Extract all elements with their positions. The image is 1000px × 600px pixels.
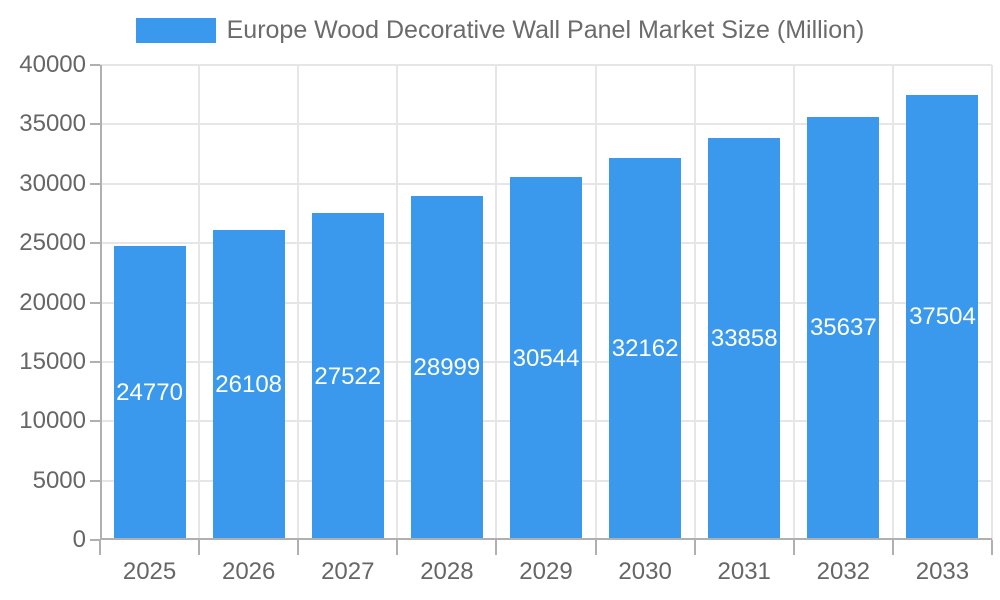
x-gridline xyxy=(594,65,597,540)
x-gridline xyxy=(495,65,498,540)
bar-value-label: 26108 xyxy=(215,370,283,398)
bar-value-label: 27522 xyxy=(314,362,382,390)
x-axis-tick-label: 2032 xyxy=(816,558,871,585)
y-axis-line xyxy=(100,65,102,540)
bar-value-label: 24770 xyxy=(116,378,183,406)
bar-2032[interactable]: 35637 xyxy=(807,116,880,540)
x-gridline xyxy=(198,65,201,540)
x-gridline xyxy=(693,65,696,540)
y-tick-mark xyxy=(90,64,100,66)
x-tick-mark xyxy=(594,540,597,555)
bar-value-label: 35637 xyxy=(809,314,877,342)
chart-legend[interactable]: Europe Wood Decorative Wall Panel Market… xyxy=(0,16,1000,45)
bar-2029[interactable]: 30544 xyxy=(510,177,582,540)
bar-2028[interactable]: 28999 xyxy=(410,195,483,540)
y-tick-mark xyxy=(90,123,100,126)
y-axis-tick-label: 0 xyxy=(72,526,86,553)
x-tick-mark xyxy=(891,540,894,555)
y-axis-tick-label: 20000 xyxy=(19,288,86,316)
y-tick-mark xyxy=(90,479,100,482)
y-axis-tick-label: 15000 xyxy=(19,347,86,375)
chart-title[interactable]: Europe Wood Decorative Wall Panel Market… xyxy=(226,16,865,44)
y-axis-tick-label: 10000 xyxy=(19,407,86,435)
bar-value-label: 32162 xyxy=(611,335,679,363)
y-tick-mark xyxy=(90,242,100,245)
x-gridline xyxy=(297,65,300,540)
y-tick-mark xyxy=(90,301,100,304)
x-tick-mark xyxy=(991,540,993,555)
plot-area: 0 5000 10000 15000 20000 25000 30000 35000 40000… xyxy=(19,52,993,585)
bar-value-label: 30544 xyxy=(512,344,580,372)
y-axis-tick-label: 25000 xyxy=(19,229,86,257)
bar-value-label: 37504 xyxy=(909,303,976,331)
x-axis-tick-label: 2027 xyxy=(321,558,375,585)
x-tick-mark xyxy=(495,540,498,555)
x-tick-mark xyxy=(396,540,399,555)
y-axis-tick-label: 40000 xyxy=(19,51,86,78)
x-tick-mark xyxy=(297,540,300,555)
x-axis-tick-label: 2028 xyxy=(420,558,474,585)
bar-2030[interactable]: 32162 xyxy=(609,158,682,540)
bar-2026[interactable]: 26108 xyxy=(212,229,285,540)
x-gridline xyxy=(991,65,993,540)
bar-2031[interactable]: 33858 xyxy=(708,137,781,540)
x-axis-tick-label: 2025 xyxy=(122,558,177,585)
x-gridline xyxy=(792,65,795,540)
y-tick-mark xyxy=(90,539,100,541)
x-axis-line xyxy=(100,538,992,540)
x-axis-tick-label: 2031 xyxy=(717,558,771,585)
x-axis-tick-label: 2026 xyxy=(221,558,276,585)
bar-2033[interactable]: 37504 xyxy=(906,94,979,540)
x-axis-tick-label: 2033 xyxy=(915,558,970,585)
y-tick-mark xyxy=(90,360,100,363)
y-gridline xyxy=(100,123,992,126)
bar-value-label: 28999 xyxy=(413,353,481,381)
legend-swatch[interactable] xyxy=(135,18,216,43)
x-axis-tick-label: 2029 xyxy=(519,558,573,585)
x-tick-mark xyxy=(792,540,795,555)
y-axis-tick-label: 30000 xyxy=(19,169,86,197)
x-tick-mark xyxy=(693,540,696,555)
y-tick-mark xyxy=(90,420,100,423)
x-axis-tick-label: 2030 xyxy=(618,558,672,585)
bar-value-label: 33858 xyxy=(710,324,778,352)
y-axis-tick-label: 5000 xyxy=(32,466,86,494)
x-tick-mark xyxy=(99,540,101,555)
x-gridline xyxy=(891,65,894,540)
x-tick-mark xyxy=(198,540,201,555)
bar-2027[interactable]: 27522 xyxy=(311,213,384,540)
bar-2025[interactable]: 24770 xyxy=(113,245,186,540)
x-gridline xyxy=(396,65,399,540)
y-gridline xyxy=(100,64,992,66)
y-axis-tick-label: 35000 xyxy=(19,110,86,138)
y-tick-mark xyxy=(90,182,100,185)
